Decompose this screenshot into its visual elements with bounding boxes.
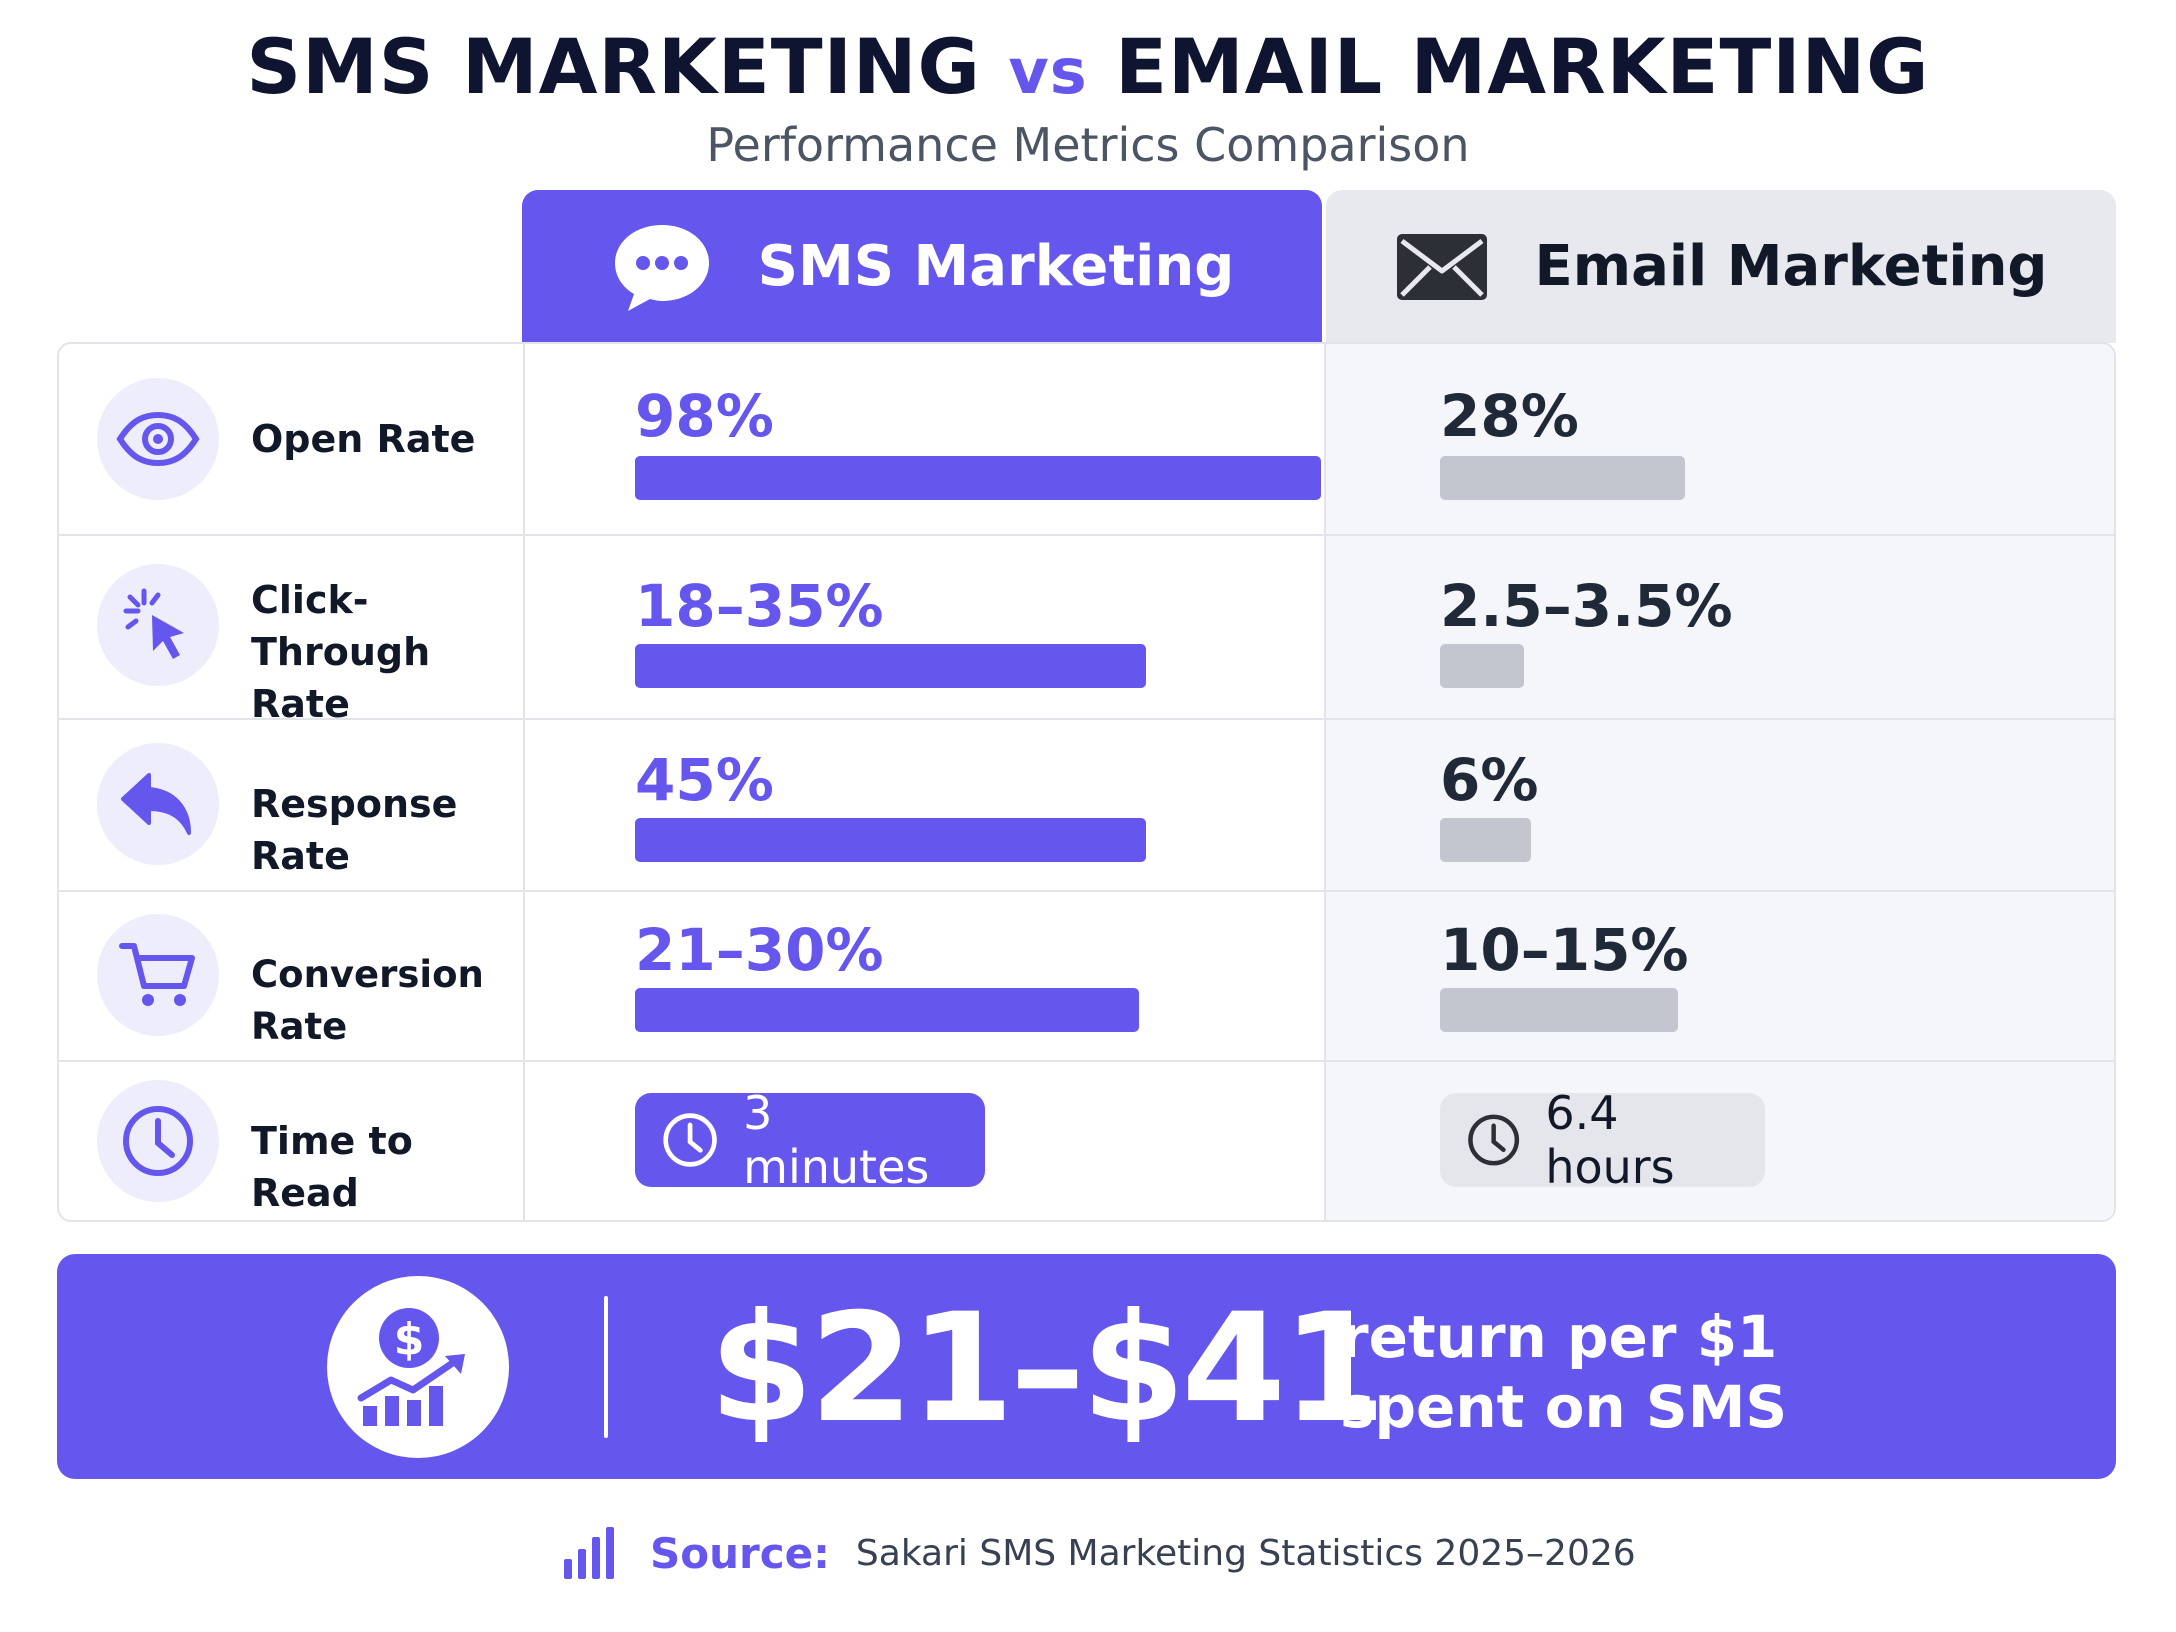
- click-cursor-icon: [97, 564, 219, 686]
- sms-value-open-rate: 98%: [635, 382, 774, 450]
- sms-value-click-through-rate: 18–35%: [635, 572, 884, 640]
- table-row-time-to-read: Time to Read: [59, 1060, 521, 1220]
- sms-value-time-to-read: 3 minutes: [743, 1086, 930, 1194]
- roi-caption-line-2: spent on SMS: [1340, 1373, 1788, 1441]
- eye-icon: [97, 378, 219, 500]
- sms-value-conversion-rate: 21–30%: [635, 916, 884, 984]
- column-divider: [1324, 344, 1326, 1220]
- reply-arrow-icon: [97, 743, 219, 865]
- clock-icon: [97, 1080, 219, 1202]
- column-divider: [523, 344, 525, 1220]
- envelope-icon: [1394, 231, 1490, 303]
- source-footer: Source: Sakari SMS Marketing Statistics …: [560, 1518, 1636, 1588]
- roi-divider: [604, 1296, 608, 1438]
- email-bar-open-rate: [1440, 456, 1685, 500]
- source-label: Source:: [650, 1528, 830, 1578]
- sms-time-to-read-pill: 3 minutes: [635, 1086, 985, 1194]
- email-bar-conversion-rate: [1440, 988, 1678, 1032]
- sms-bar-conversion-rate: [635, 988, 1139, 1032]
- clock-icon: [1468, 1114, 1520, 1166]
- metric-label: Time to Read: [251, 1119, 413, 1215]
- source-text: Sakari SMS Marketing Statistics 2025–202…: [855, 1532, 1636, 1574]
- roi-value: $21–$41: [709, 1282, 1386, 1456]
- clock-icon: [663, 1113, 717, 1167]
- metric-label: Open Rate: [251, 417, 476, 461]
- title-email: EMAIL MARKETING: [1115, 22, 1930, 111]
- roi-banner: $ $21–$41 return per $1 spent on SMS: [57, 1254, 2116, 1479]
- row-divider: [59, 1060, 2114, 1062]
- email-bar-click-through-rate: [1440, 644, 1524, 688]
- metric-label: Click-Through Rate: [251, 578, 431, 726]
- email-value-click-through-rate: 2.5–3.5%: [1440, 572, 1733, 640]
- email-column-header: Email Marketing: [1326, 190, 2116, 343]
- sms-column-header: SMS Marketing: [522, 190, 1322, 343]
- page-title: SMS MARKETING vs EMAIL MARKETING: [0, 22, 2176, 111]
- metric-label: Response Rate: [251, 782, 458, 878]
- comparison-table: Open Rate Click-Through Rate Response Ra…: [57, 342, 2116, 1222]
- email-value-response-rate: 6%: [1440, 746, 1539, 814]
- sms-bar-response-rate: [635, 818, 1146, 862]
- email-column-label: Email Marketing: [1534, 234, 2048, 299]
- table-row-open-rate: Open Rate: [59, 344, 521, 534]
- title-vs: vs: [1008, 35, 1088, 108]
- table-row-conversion-rate: Conversion Rate: [59, 890, 521, 1060]
- sms-value-response-rate: 45%: [635, 746, 774, 814]
- metric-label: Conversion Rate: [251, 953, 484, 1048]
- svg-text:$: $: [394, 1314, 425, 1365]
- page-subtitle: Performance Metrics Comparison: [706, 118, 1470, 172]
- chat-bubble-icon: [610, 219, 714, 315]
- email-value-time-to-read: 6.4 hours: [1545, 1086, 1675, 1194]
- sms-bar-click-through-rate: [635, 644, 1146, 688]
- cart-icon: [97, 914, 219, 1036]
- row-divider: [59, 718, 2114, 720]
- email-value-conversion-rate: 10–15%: [1440, 916, 1689, 984]
- roi-caption: return per $1 spent on SMS: [1340, 1302, 1860, 1442]
- sms-bar-open-rate: [635, 456, 1321, 500]
- table-row-response-rate: Response Rate: [59, 718, 521, 890]
- roi-caption-line-1: return per $1: [1340, 1303, 1778, 1371]
- money-growth-icon: $: [327, 1276, 509, 1458]
- row-divider: [59, 890, 2114, 892]
- sms-column-label: SMS Marketing: [757, 234, 1235, 299]
- email-time-to-read-pill: 6.4 hours: [1440, 1086, 1765, 1194]
- table-row-click-through-rate: Click-Through Rate: [59, 534, 521, 726]
- email-value-open-rate: 28%: [1440, 382, 1579, 450]
- bar-chart-icon: [564, 1527, 614, 1579]
- email-bar-response-rate: [1440, 818, 1531, 862]
- row-divider: [59, 534, 2114, 536]
- title-sms: SMS MARKETING: [246, 22, 981, 111]
